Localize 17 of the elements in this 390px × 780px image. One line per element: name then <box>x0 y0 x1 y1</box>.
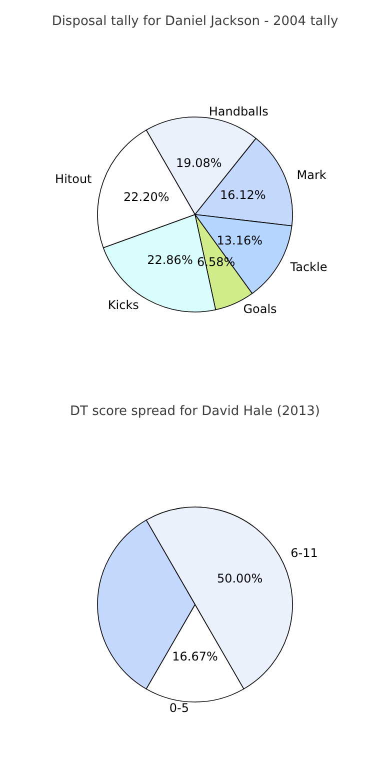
slice-label: Mark <box>296 168 326 182</box>
slice-label: Goals <box>243 302 277 316</box>
slice-label: 6-11 <box>290 546 318 560</box>
data-label: 22.20% <box>124 190 170 204</box>
data-label: 22.86% <box>147 252 193 267</box>
data-label: 50.00% <box>216 572 263 586</box>
slice-label: Tackle <box>289 260 328 274</box>
data-label: 16.12% <box>220 188 266 202</box>
data-label: 16.67% <box>172 649 218 664</box>
slice-label: Kicks <box>108 298 139 312</box>
slice-label: Hitout <box>55 172 92 186</box>
chart-title: DT score spread for David Hale (2013) <box>70 404 320 419</box>
slice-label: Handballs <box>208 104 268 118</box>
data-label: 19.08% <box>176 156 222 170</box>
slice-label: 0-5 <box>169 701 189 715</box>
data-label: 13.16% <box>216 234 263 248</box>
chart-title: Disposal tally for Daniel Jackson - 2004 tally <box>52 14 338 29</box>
